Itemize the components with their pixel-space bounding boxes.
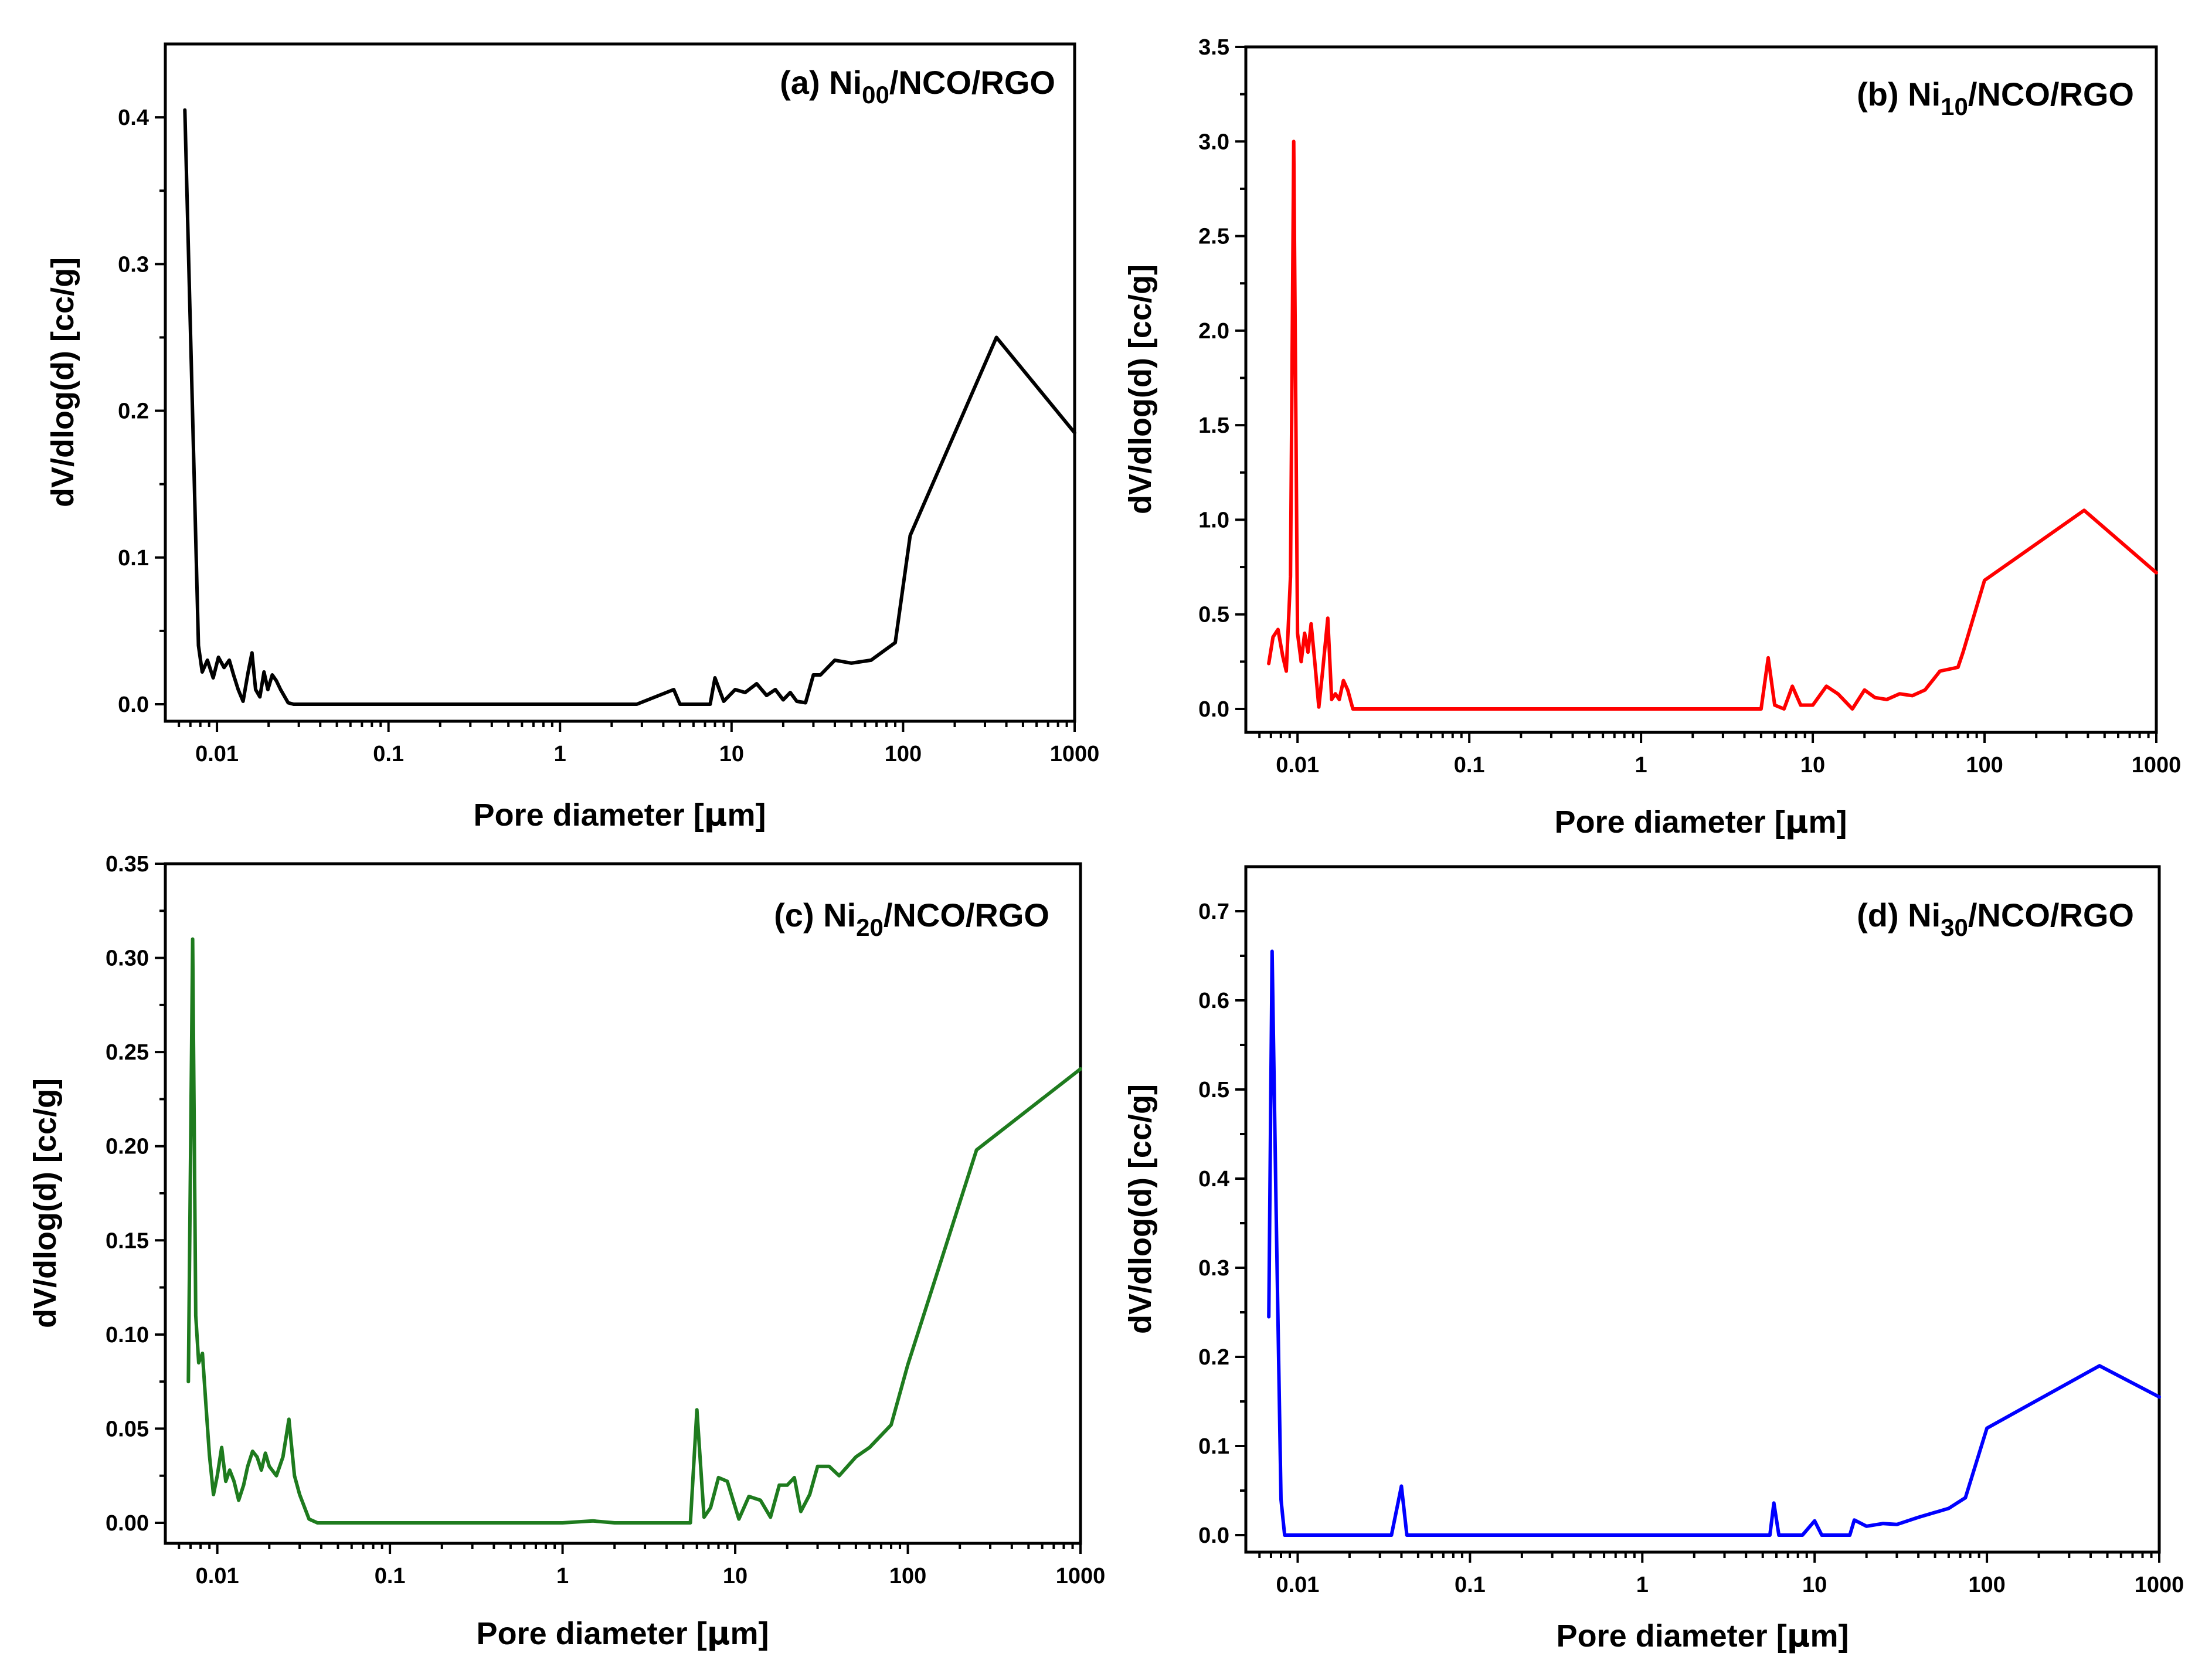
y-tick-label: 0.6 bbox=[1198, 989, 1229, 1013]
series-line bbox=[186, 937, 1082, 1525]
y-tick-label: 0.10 bbox=[106, 1323, 149, 1347]
y-tick-label: 0.25 bbox=[106, 1040, 149, 1065]
series-line bbox=[1267, 140, 2158, 711]
tick-group bbox=[155, 116, 1076, 732]
y-tick-label: 0.5 bbox=[1198, 1078, 1229, 1102]
y-tick-label: 3.0 bbox=[1198, 130, 1229, 154]
y-tick-label: 0.00 bbox=[106, 1511, 149, 1536]
y-tick-label: 0.0 bbox=[118, 693, 149, 717]
x-tick-label: 1000 bbox=[1050, 742, 1100, 766]
y-tick-label: 0.1 bbox=[1198, 1434, 1229, 1459]
x-tick-label: 0.01 bbox=[1276, 753, 1319, 778]
x-axis-title: Pore diameter [μm] bbox=[477, 1615, 769, 1652]
x-tick-labels: 0.01 0.1 1 10 100 1000 bbox=[1276, 753, 2181, 778]
y-tick-label: 0.1 bbox=[118, 546, 149, 571]
series-line bbox=[1267, 949, 2161, 1537]
x-tick-label: 0.1 bbox=[1454, 753, 1485, 778]
x-tick-label: 0.1 bbox=[1455, 1573, 1486, 1597]
x-tick-label: 1 bbox=[554, 742, 566, 766]
y-tick-label: 0.2 bbox=[1198, 1345, 1229, 1370]
series-line bbox=[183, 108, 1076, 706]
plot-frame bbox=[164, 42, 1076, 723]
y-tick-label: 0.05 bbox=[106, 1417, 149, 1441]
y-tick-labels: 0.0 0.1 0.2 0.3 0.4 bbox=[118, 106, 149, 717]
x-tick-label: 1000 bbox=[2132, 753, 2182, 778]
x-tick-label: 100 bbox=[1968, 1573, 2005, 1597]
y-tick-label: 0.30 bbox=[106, 946, 149, 971]
y-axis-title: dV/dlog(d) [cc/g] bbox=[45, 257, 80, 507]
y-tick-label: 0.2 bbox=[118, 399, 149, 424]
y-tick-label: 1.0 bbox=[1198, 508, 1229, 532]
x-axis-title: Pore diameter [μm] bbox=[474, 796, 766, 833]
x-tick-labels: 0.01 0.1 1 10 100 1000 bbox=[1276, 1573, 2184, 1597]
x-tick-label: 1000 bbox=[2135, 1573, 2184, 1597]
x-tick-label: 0.01 bbox=[1276, 1573, 1319, 1597]
x-tick-label: 10 bbox=[1802, 1573, 1827, 1597]
y-tick-label: 0.5 bbox=[1198, 603, 1229, 627]
x-tick-label: 0.01 bbox=[196, 1564, 239, 1588]
plot-frame bbox=[1244, 865, 2161, 1554]
panel-title: (b) Ni10/NCO/RGO bbox=[1857, 76, 2134, 120]
x-tick-label: 100 bbox=[1966, 753, 2003, 778]
x-tick-label: 10 bbox=[723, 1564, 747, 1588]
y-tick-label: 0.35 bbox=[106, 852, 149, 877]
y-tick-label: 0.20 bbox=[106, 1135, 149, 1159]
x-tick-label: 0.1 bbox=[373, 742, 404, 766]
panel-a: 0.0 0.1 0.2 0.3 0.4 0.01 0.1 1 10 100 1000 (a) Ni… bbox=[45, 42, 1099, 833]
y-tick-label: 0.3 bbox=[118, 252, 149, 277]
x-tick-labels: 0.01 0.1 1 10 100 1000 bbox=[196, 1564, 1106, 1588]
tick-group bbox=[1235, 46, 2157, 743]
panel-c: 0.00 0.05 0.10 0.15 0.20 0.25 0.30 0.35 0.01 0.1… bbox=[28, 852, 1105, 1652]
x-tick-label: 10 bbox=[1800, 753, 1825, 778]
y-axis-title: dV/dlog(d) [cc/g] bbox=[28, 1078, 63, 1328]
y-axis-title: dV/dlog(d) [cc/g] bbox=[1123, 264, 1158, 514]
plot-frame bbox=[1244, 45, 2158, 734]
x-tick-label: 10 bbox=[719, 742, 744, 766]
y-tick-label: 1.5 bbox=[1198, 413, 1229, 438]
plot-frame bbox=[164, 862, 1082, 1545]
y-tick-label: 0.0 bbox=[1198, 697, 1229, 722]
y-tick-label: 0.4 bbox=[118, 106, 149, 130]
panel-d: 0.0 0.1 0.2 0.3 0.4 0.5 0.6 0.7 0.01 0.1 1 10 100 10… bbox=[1123, 865, 2184, 1654]
x-tick-label: 0.01 bbox=[195, 742, 239, 766]
y-tick-label: 0.0 bbox=[1198, 1523, 1229, 1548]
x-tick-label: 1 bbox=[1635, 753, 1647, 778]
y-tick-label: 0.7 bbox=[1198, 900, 1229, 924]
y-tick-labels: 0.00 0.05 0.10 0.15 0.20 0.25 0.30 0.35 bbox=[106, 852, 149, 1536]
y-tick-labels: 0.0 0.1 0.2 0.3 0.4 0.5 0.6 0.7 bbox=[1198, 900, 1229, 1548]
x-tick-label: 100 bbox=[889, 1564, 926, 1588]
panel-title: (a) Ni00/NCO/RGO bbox=[780, 64, 1055, 108]
x-tick-labels: 0.01 0.1 1 10 100 1000 bbox=[195, 742, 1099, 766]
tick-group bbox=[155, 863, 1082, 1554]
x-tick-label: 0.1 bbox=[375, 1564, 406, 1588]
y-tick-label: 3.5 bbox=[1198, 35, 1229, 60]
y-tick-label: 2.5 bbox=[1198, 225, 1229, 249]
panel-b: 0.0 0.5 1.0 1.5 2.0 2.5 3.0 3.5 0.01 0.1 1 10 100 10… bbox=[1123, 35, 2181, 840]
panel-title: (d) Ni30/NCO/RGO bbox=[1857, 897, 2134, 941]
y-tick-label: 0.4 bbox=[1198, 1167, 1229, 1192]
y-tick-label: 0.15 bbox=[106, 1228, 149, 1253]
y-tick-label: 2.0 bbox=[1198, 319, 1229, 344]
x-tick-label: 1 bbox=[1636, 1573, 1649, 1597]
panel-title: (c) Ni20/NCO/RGO bbox=[774, 897, 1049, 941]
y-tick-label: 0.3 bbox=[1198, 1256, 1229, 1281]
x-tick-label: 1000 bbox=[1056, 1564, 1106, 1588]
y-tick-labels: 0.0 0.5 1.0 1.5 2.0 2.5 3.0 3.5 bbox=[1198, 35, 1229, 722]
x-axis-title: Pore diameter [μm] bbox=[1555, 803, 1847, 840]
x-tick-label: 1 bbox=[556, 1564, 569, 1588]
x-tick-label: 100 bbox=[885, 742, 922, 766]
x-axis-title: Pore diameter [μm] bbox=[1557, 1617, 1849, 1654]
y-axis-title: dV/dlog(d) [cc/g] bbox=[1123, 1084, 1158, 1334]
tick-group bbox=[1235, 910, 2160, 1563]
